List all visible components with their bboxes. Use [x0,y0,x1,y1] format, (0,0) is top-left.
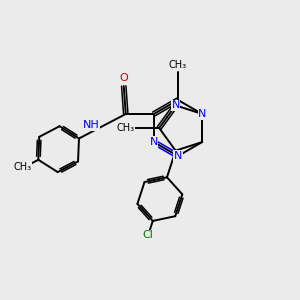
Text: CH₃: CH₃ [13,162,32,172]
Text: NH: NH [83,120,100,130]
Text: N: N [150,137,158,147]
Text: O: O [119,73,128,83]
Text: CH₃: CH₃ [116,123,134,133]
Text: Cl: Cl [142,230,153,240]
Text: N: N [198,109,206,119]
Text: N: N [171,100,180,110]
Text: N: N [174,151,182,161]
Text: CH₃: CH₃ [169,60,187,70]
